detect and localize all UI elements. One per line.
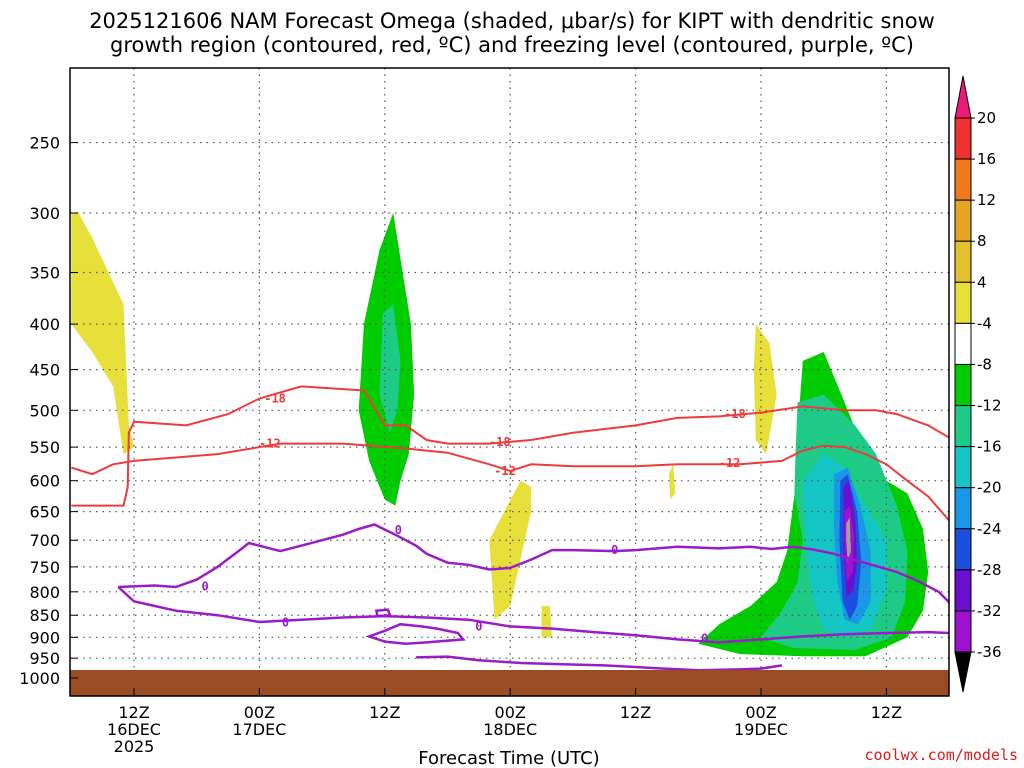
freezing-contour-bottom — [416, 655, 783, 672]
omega-region-4 — [753, 324, 777, 455]
credit-text: coolwx.com/models — [864, 746, 1018, 764]
y-tick-label: 250 — [29, 134, 60, 153]
x-axis-title: Forecast Time (UTC) — [418, 748, 599, 768]
contour-label: 0 — [282, 615, 289, 629]
colorbar: 20 16 12 8 4 -4 -8 -12 -16 -20 -24 -28 -32 -36 — [954, 75, 1002, 693]
dgz-contour-minus18 — [71, 385, 949, 507]
contour-label: 0 — [395, 523, 402, 537]
contour-label-layer: -18 -12 -18 -12 -18 -12 0 0 0 0 0 0 — [201, 392, 746, 646]
colorbar-label: -8 — [977, 355, 992, 373]
x-tick-label: 12Z — [118, 703, 149, 722]
freezing-contour-upper — [118, 523, 949, 606]
terrain-band — [70, 670, 949, 696]
colorbar-label: -12 — [977, 397, 1002, 415]
y-tick-label: 350 — [29, 264, 60, 283]
omega-region--4 — [301, 572, 338, 602]
contour-layer — [70, 385, 949, 672]
colorbar-label: -32 — [977, 602, 1002, 620]
omega-region-4 — [541, 606, 552, 638]
freezing-contour-blob-small — [374, 608, 392, 618]
colorbar-swatch — [954, 446, 972, 489]
colorbar-swatch — [954, 117, 972, 160]
contour-label: -18 — [264, 392, 286, 406]
y-tick-label: 750 — [29, 558, 60, 577]
y-axis: 250 300 350 400 450 500 550 600 650 700 750 800 850 9… — [19, 134, 78, 688]
contour-label: 0 — [475, 619, 482, 633]
colorbar-label: -20 — [977, 479, 1002, 497]
y-tick-label: 500 — [29, 401, 60, 420]
colorbar-swatch — [954, 487, 972, 530]
colorbar-label: 12 — [977, 191, 996, 209]
y-tick-label: 400 — [29, 315, 60, 334]
y-tick-label: 300 — [29, 204, 60, 223]
colorbar-swatch — [954, 363, 972, 407]
y-tick-label: 950 — [29, 649, 60, 668]
x-tick-label: 17DEC — [232, 720, 286, 739]
contour-label: 0 — [201, 579, 208, 593]
colorbar-swatch — [954, 610, 972, 653]
contour-label: 0 — [611, 543, 618, 557]
colorbar-top-arrow — [954, 75, 972, 119]
contour-label: -12 — [719, 456, 741, 470]
grid-layer — [70, 68, 949, 696]
contour-label: -12 — [259, 437, 281, 451]
colorbar-label: 20 — [977, 109, 996, 127]
omega-shading-layer — [71, 157, 949, 665]
x-tick-label: 18DEC — [483, 720, 537, 739]
colorbar-swatch — [954, 405, 972, 448]
y-tick-label: 1000 — [19, 669, 60, 688]
y-tick-label: 700 — [29, 531, 60, 550]
omega-region--36 — [846, 517, 851, 562]
colorbar-label: 4 — [977, 273, 987, 291]
y-tick-label: 800 — [29, 583, 60, 602]
colorbar-swatch — [954, 281, 972, 324]
colorbar-label: -28 — [977, 561, 1002, 579]
x-tick-label: 12Z — [871, 703, 902, 722]
y-tick-label: 900 — [29, 628, 60, 647]
y-tick-label: 550 — [29, 438, 60, 457]
x-tick-label: 00Z — [495, 703, 526, 722]
y-tick-label: 850 — [29, 606, 60, 625]
plot-frame — [69, 67, 950, 697]
freezing-contour-blob — [365, 622, 466, 645]
colorbar-swatch — [954, 199, 972, 242]
colorbar-label: -4 — [977, 314, 992, 332]
omega-region--4 — [285, 656, 300, 663]
contour-label: 0 — [701, 632, 708, 646]
x-tick-label: 12Z — [620, 703, 651, 722]
omega-region-4 — [669, 464, 676, 500]
colorbar-bottom-arrow — [954, 651, 972, 693]
contour-label: -18 — [489, 435, 511, 449]
colorbar-swatch — [954, 528, 972, 571]
contour-label: -18 — [724, 407, 746, 421]
colorbar-swatch — [954, 240, 972, 283]
x-tick-label: 19DEC — [734, 720, 788, 739]
colorbar-label: -24 — [977, 520, 1002, 538]
colorbar-swatch — [954, 569, 972, 612]
colorbar-label: 16 — [977, 150, 996, 168]
x-tick-label: 00Z — [244, 703, 275, 722]
omega-region-4 — [71, 213, 134, 455]
colorbar-swatch — [954, 322, 972, 365]
colorbar-label: -36 — [977, 643, 1002, 661]
x-tick-label: 2025 — [114, 737, 155, 756]
y-tick-label: 600 — [29, 472, 60, 491]
x-tick-label: 00Z — [745, 703, 776, 722]
chart-title-line-2: growth region (contoured, red, ºC) and f… — [110, 33, 914, 57]
dgz-contour-minus12 — [70, 442, 949, 522]
freezing-contour-lower — [117, 586, 949, 644]
y-tick-label: 650 — [29, 503, 60, 522]
y-tick-label: 450 — [29, 361, 60, 380]
x-tick-label: 16DEC — [107, 720, 161, 739]
chart-title-line-1: 2025121606 NAM Forecast Omega (shaded, μ… — [89, 9, 935, 33]
contour-label: -12 — [494, 464, 516, 478]
colorbar-label: 8 — [977, 232, 987, 250]
x-tick-label: 12Z — [369, 703, 400, 722]
colorbar-swatch — [954, 158, 972, 201]
terrain-layer — [70, 670, 949, 696]
colorbar-label: -16 — [977, 438, 1002, 456]
